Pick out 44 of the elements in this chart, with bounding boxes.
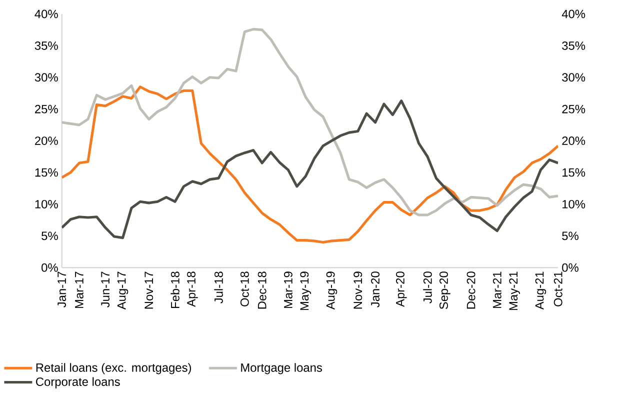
x-tick-label: Aug-19 xyxy=(326,271,338,310)
x-tick-label: May-19 xyxy=(300,271,312,310)
y2-tick-label: 25% xyxy=(562,104,586,114)
legend-label: Mortgage loans xyxy=(241,362,322,374)
x-tick-label: Feb-18 xyxy=(170,271,180,308)
y-tick-label: 40% xyxy=(34,10,58,18)
y2-tick-label: 0% xyxy=(562,263,578,272)
x-tick-label: Jan-20 xyxy=(371,271,380,308)
y-tick-label: 25% xyxy=(35,104,58,114)
x-tick-label: Nov-19 xyxy=(354,271,362,308)
x-tick-label: Jul-18 xyxy=(214,271,223,304)
y2-tick-label: 30% xyxy=(562,72,586,82)
x-tick-label: Jun-17 xyxy=(101,272,110,308)
x-tick-label: Dec-20 xyxy=(466,271,476,308)
legend-label: Corporate loans xyxy=(36,377,120,388)
y2-tick-label: 40% xyxy=(562,10,586,18)
x-tick-label: Mar-19 xyxy=(284,271,292,308)
x-tick-label: Apr-18 xyxy=(187,271,198,307)
y-tick-label: 5% xyxy=(42,232,58,240)
x-tick-label: Aug-17 xyxy=(117,272,128,310)
legend-label: Retail loans (exc. mortgages) xyxy=(36,362,192,374)
x-tick-label: Oct-21 xyxy=(554,272,562,306)
y2-tick-label: 35% xyxy=(562,41,586,50)
y2-tick-label: 5% xyxy=(562,232,578,240)
x-tick-label: Sep-20 xyxy=(440,271,450,309)
x-tick-label: Dec-18 xyxy=(258,271,266,308)
x-tick-label: May-21 xyxy=(509,272,520,310)
y-tick-label: 15% xyxy=(35,168,58,176)
x-tick-label: Apr-20 xyxy=(396,271,407,307)
x-tick-label: Aug-21 xyxy=(535,272,546,310)
y2-tick-label: 20% xyxy=(562,136,586,145)
y2-tick-label: 15% xyxy=(562,168,586,176)
x-tick-label: Nov-17 xyxy=(144,272,154,308)
x-tick-label: Jul-20 xyxy=(423,271,432,304)
y-tick-label: 30% xyxy=(34,72,58,82)
x-tick-label: Jan-17 xyxy=(58,272,66,308)
x-tick-label: Mar-21 xyxy=(492,272,502,308)
y-tick-label: 20% xyxy=(35,136,58,145)
y-tick-label: 0% xyxy=(42,263,58,272)
y-tick-label: 35% xyxy=(34,41,58,50)
x-tick-label: Mar-17 xyxy=(75,272,84,308)
y-tick-label: 10% xyxy=(35,200,58,208)
y2-tick-label: 10% xyxy=(562,200,586,208)
x-tick-label: Oct-18 xyxy=(240,271,249,306)
